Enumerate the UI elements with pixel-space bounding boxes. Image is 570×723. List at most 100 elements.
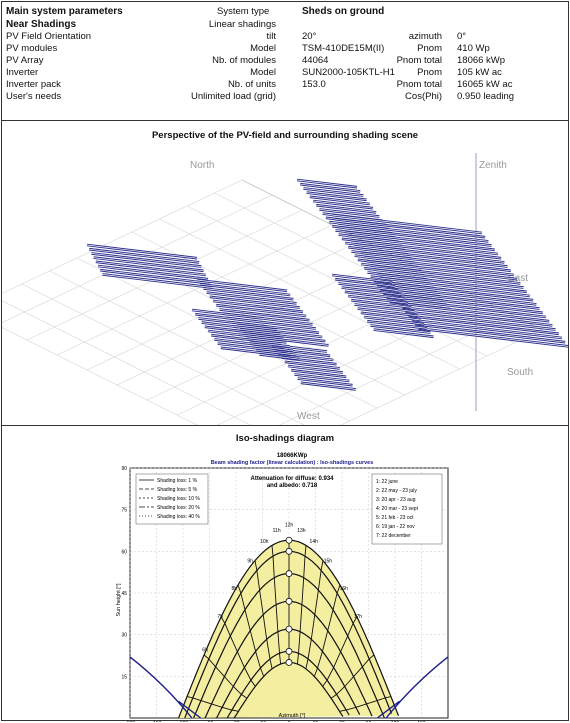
pv-sheds <box>86 178 568 391</box>
param-c2: Model <box>250 67 276 78</box>
date-legend-item: 2: 22 may - 23 july <box>376 488 417 494</box>
hour-line <box>296 545 307 665</box>
hour-line <box>203 654 248 699</box>
param-c2: Model <box>250 43 276 54</box>
date-marker <box>285 547 293 555</box>
param-row: Near Shadings Linear shadings <box>2 19 568 30</box>
hour-label: 6h <box>202 647 208 653</box>
param-c5: 18066 kWp <box>457 55 506 66</box>
y-tick-label: 45 <box>121 591 127 597</box>
param-c4: Cos(Phi) <box>405 91 442 102</box>
loss-legend: Shading loss: 1 % Shading loss: 5 % Shadin… <box>135 473 209 525</box>
attenuation-line1: Attenuation for diffuse: 0.934 <box>250 476 334 482</box>
date-legend-item: 3: 20 apr - 23 aug <box>376 497 416 503</box>
system-type-label: System type <box>217 6 270 17</box>
hour-line <box>322 616 358 687</box>
loss-legend-item: Shading loss: 5 % <box>157 487 198 493</box>
hour-line <box>237 584 265 677</box>
north-label: North <box>190 160 214 171</box>
iso-shadings-section: Iso-shadings diagram 18066KWp Beam shadi… <box>2 425 568 722</box>
param-c2: Nb. of modules <box>212 55 276 66</box>
param-c3: 153.0 <box>302 79 326 90</box>
system-type-value: Sheds on ground <box>302 6 385 17</box>
east-label: East <box>508 273 528 284</box>
date-legend: 1: 22 june 2: 22 may - 23 july 3: 20 apr -… <box>371 473 443 545</box>
hour-line <box>254 560 273 669</box>
param-c5: 105 kW ac <box>457 67 502 78</box>
y-tick-label: 75 <box>121 508 127 514</box>
west-label: West <box>297 411 320 422</box>
param-c2: Nb. of units <box>227 79 276 90</box>
y-tick-label: 90 <box>121 466 127 472</box>
y-tick-label: 15 <box>121 674 127 680</box>
param-c1: User's needs <box>6 91 62 102</box>
date-marker <box>285 647 293 655</box>
param-c5: 0.950 leading <box>457 91 515 102</box>
hour-label: 8h <box>231 586 237 592</box>
param-row: PV modules Model TSM-410DE15M(II) Pnom 410 W… <box>2 43 568 54</box>
loss-legend-item: Shading loss: 10 % <box>157 496 200 502</box>
y-tick-label: 30 <box>121 633 127 639</box>
attenuation-line2: and albedo: 0.718 <box>267 483 318 489</box>
param-c2: Linear shadings <box>208 19 276 30</box>
param-c4: Pnom total <box>396 79 442 90</box>
x-axis-label: Azimuth [°] <box>279 713 306 719</box>
iso-shading-curve <box>385 656 449 719</box>
param-c5: 16065 kW ac <box>457 79 513 90</box>
iso-caption: Beam shading factor (linear calculation)… <box>211 460 374 466</box>
param-c3: 20° <box>302 31 317 42</box>
hour-label: 13h <box>297 528 306 534</box>
hour-label: 17h <box>354 614 363 620</box>
date-marker <box>285 625 293 633</box>
hour-label: 11h <box>273 528 281 534</box>
params-title: Main system parameters <box>6 6 123 17</box>
date-marker <box>285 659 293 666</box>
loss-legend-item: Shading loss: 40 % <box>157 514 200 520</box>
date-legend-item: 4: 20 mar - 23 sept <box>376 506 419 512</box>
iso-shadings-diagram: 18066KWp Beam shading factor (linear cal… <box>116 453 449 722</box>
param-c1: Near Shadings <box>6 19 77 30</box>
date-legend-item: 6: 19 jan - 22 nov <box>376 524 415 530</box>
perspective-section: Perspective of the PV-field and surround… <box>2 120 568 426</box>
hour-label: 7h <box>217 614 223 620</box>
y-tick-label: 60 <box>121 549 127 555</box>
hour-line <box>339 696 392 712</box>
hour-label: 9h <box>247 558 253 564</box>
param-row: PV Field Orientation tilt 20° azimuth 0° <box>2 31 568 42</box>
param-c1: PV Field Orientation <box>6 31 92 42</box>
hour-line <box>186 696 239 712</box>
param-c4: Pnom total <box>396 55 442 66</box>
loss-legend-item: Shading loss: 1 % <box>157 478 198 484</box>
iso-shading-curve <box>376 700 400 719</box>
param-c1: PV modules <box>6 43 58 54</box>
y-axis-label: Sun height [°] <box>116 583 122 617</box>
param-c3: SUN2000-105KTL-H1 <box>302 67 395 78</box>
iso-shading-curve <box>178 700 202 719</box>
param-c2: tilt <box>266 31 277 42</box>
perspective-title: Perspective of the PV-field and surround… <box>151 130 419 141</box>
param-c4: azimuth <box>408 31 442 42</box>
hour-label: 15h <box>324 558 333 564</box>
hour-label: 12h <box>285 522 294 528</box>
system-parameters: Main system parameters System type Sheds… <box>2 2 568 121</box>
param-row: Inverter Model SUN2000-105KTL-H1 Pnom 105 kW… <box>2 67 568 78</box>
param-row: PV Array Nb. of modules 44064 Pnom total 180… <box>2 55 568 66</box>
param-c3: TSM-410DE15M(II) <box>302 43 385 54</box>
date-legend-item: 5: 21 feb - 23 oct <box>376 515 414 521</box>
hour-line <box>220 616 256 687</box>
date-legend-item: 7: 22 december <box>376 533 411 539</box>
iso-shading-curve <box>129 656 193 719</box>
param-c1: Inverter <box>6 67 39 78</box>
date-legend-item: 1: 22 june <box>376 479 398 485</box>
param-c1: Inverter pack <box>6 79 61 90</box>
hour-line <box>330 654 375 699</box>
date-marker <box>285 597 293 605</box>
param-c1: PV Array <box>6 55 44 66</box>
hour-line <box>271 545 282 665</box>
hour-label: 14h <box>310 539 319 545</box>
south-label: South <box>507 367 533 378</box>
hour-line <box>313 584 341 677</box>
param-c2: Unlimited load (grid) <box>190 91 276 102</box>
